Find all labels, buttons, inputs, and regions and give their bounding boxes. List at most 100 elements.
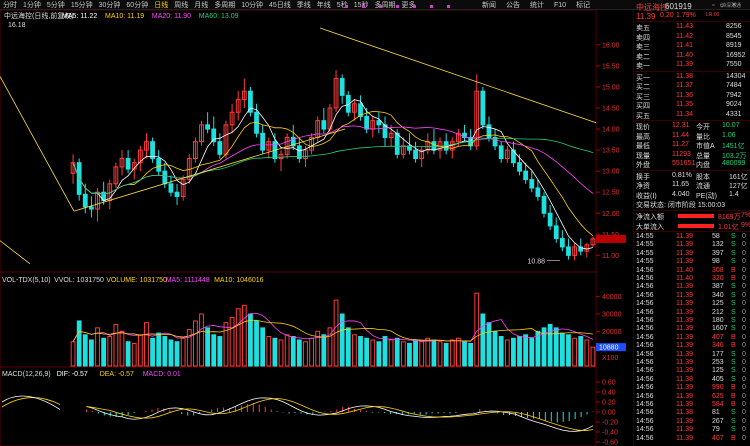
cell: S [731, 317, 736, 324]
cell: S [731, 300, 736, 308]
menu-item[interactable]: 统计 [530, 2, 544, 9]
volume-bar [419, 341, 425, 367]
kline-chart[interactable]: 16.00 15.50 15.00 14.50 14.00 13.50 13.00 12.50… [0, 10, 632, 446]
period-tab[interactable]: 5秒 [336, 2, 348, 9]
cell: 11.65 [672, 181, 689, 188]
menu-item[interactable]: 标记 [576, 2, 591, 9]
candle [382, 124, 388, 138]
marker-icon[interactable] [413, 5, 416, 8]
cell: S [731, 325, 736, 333]
cell: 11.27 [672, 141, 689, 148]
menu-item[interactable]: 公告 [506, 2, 520, 9]
marker-icon[interactable] [345, 5, 348, 8]
candle [553, 225, 559, 240]
period-tab[interactable]: 日线 [154, 2, 169, 9]
candle [394, 132, 400, 155]
cell: 14:56 [636, 375, 654, 383]
period-tab[interactable]: 45日线 [269, 2, 291, 9]
period-tab[interactable]: 年线 [316, 2, 331, 9]
candle [358, 103, 363, 117]
menu-item[interactable]: 新闻 [482, 2, 496, 9]
period-tab[interactable]: 15秒 [354, 0, 369, 10]
period-tab[interactable]: 季线 [296, 2, 311, 9]
cell: 14:56 [636, 392, 654, 400]
cell: S [731, 308, 736, 316]
period-tab[interactable]: 30分钟 [98, 2, 121, 9]
cell: 市值A [696, 143, 715, 150]
volume-bar [492, 330, 498, 367]
candle [345, 94, 351, 113]
marker-icon[interactable] [396, 5, 399, 8]
volume-bar [205, 327, 211, 367]
volume-bar [321, 334, 327, 367]
cell: 11.41 [676, 42, 693, 49]
period-tab[interactable]: 60分钟 [126, 2, 149, 9]
bid-row: 买五 11.34 4331 [634, 111, 750, 120]
cell: 最低 [636, 143, 650, 150]
divider [634, 169, 750, 171]
ma-legend-item: MA20: 11.90 [152, 13, 191, 20]
candle [419, 149, 425, 160]
cell: 0 [742, 275, 746, 282]
candle [192, 141, 198, 160]
cell: 11.39 [676, 417, 693, 425]
candle [217, 141, 223, 155]
period-tab[interactable]: 分时 [3, 2, 17, 9]
volume-tick-label: 30000 [602, 312, 622, 319]
period-tab[interactable]: 月线 [194, 2, 209, 9]
cell: 11.39 [676, 367, 693, 375]
period-tab[interactable]: 10分钟 [241, 2, 263, 9]
volume-bar [541, 327, 547, 367]
period-tab[interactable]: 多周期 [214, 2, 236, 9]
tick-row: 14:56 11.38 405 S 0 [634, 376, 750, 384]
tick-row: 14:55 11.39 58 S 0 [634, 233, 750, 241]
cell: 0 [742, 333, 746, 341]
volume-bar [388, 339, 394, 367]
period-tab[interactable]: 更多 [401, 2, 416, 9]
volume-bar [278, 339, 284, 367]
cell: 0.81% [672, 171, 692, 179]
cell: 625 [712, 392, 724, 400]
candle [504, 149, 510, 160]
cell: 11.39 [676, 325, 693, 333]
candle [296, 145, 302, 160]
trendline [0, 240, 31, 265]
period-tab[interactable]: 1分钟 [23, 2, 41, 9]
marker-icon[interactable] [430, 5, 433, 8]
period-tab[interactable]: 5分钟 [46, 2, 65, 9]
chart-title: 中远海控(日线,前复权) [4, 11, 74, 20]
volume-legend-item: VOLUME: 1031750 [106, 277, 167, 284]
menu-item[interactable]: F10 [554, 1, 567, 9]
volume-bar [144, 322, 149, 367]
marker-icon[interactable] [379, 5, 382, 8]
marker-icon[interactable] [362, 5, 365, 8]
tick-row: 14:55 11.39 397 S 0 [634, 250, 750, 258]
cell: 14304 [726, 72, 746, 80]
bid-row: 买三 11.36 7942 [634, 92, 750, 101]
cell: 14:56 [636, 317, 654, 324]
cell: 14:56 [636, 283, 654, 291]
volume-bar [462, 341, 467, 367]
cell: 11293 [672, 150, 691, 158]
marker-icon[interactable] [447, 5, 450, 8]
cell: 551651 [672, 160, 696, 167]
cell: S [731, 283, 736, 291]
cell: 最高 [636, 133, 650, 141]
volume-bar [413, 339, 418, 367]
price-tick-label: 11.00 [602, 253, 619, 260]
volume-unit-label: X100 [602, 355, 618, 362]
ma-legend-item: MA10: 11.19 [105, 13, 144, 20]
cell: 7% [741, 212, 750, 219]
candle [150, 141, 155, 160]
window-controls[interactable]: ▫▭✕ [712, 2, 742, 9]
period-tab[interactable]: 多周期 [374, 2, 396, 9]
candle [82, 193, 88, 208]
candle [260, 132, 266, 151]
last-price-marker [596, 234, 626, 243]
period-tab[interactable]: 15分钟 [70, 2, 93, 9]
cell: 11.39 [676, 333, 693, 341]
period-tab[interactable]: 周线 [174, 2, 189, 9]
candle [290, 136, 296, 147]
candle [162, 170, 168, 185]
